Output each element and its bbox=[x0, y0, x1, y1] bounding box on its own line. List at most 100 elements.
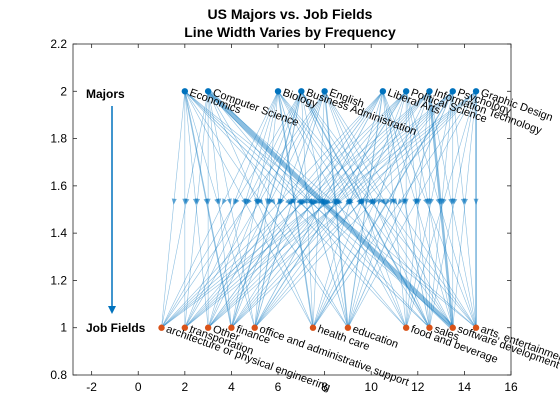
nodes-layer bbox=[158, 88, 480, 331]
edge-line bbox=[324, 91, 454, 328]
edge-arrowhead bbox=[171, 198, 177, 205]
job-node bbox=[181, 324, 189, 331]
x-tick-label: 14 bbox=[458, 380, 472, 394]
edge-arrowhead bbox=[205, 198, 211, 205]
y-tick-label: 1 bbox=[60, 321, 67, 335]
y-tick-label: 1.6 bbox=[50, 179, 67, 193]
edge-line bbox=[405, 91, 430, 328]
edge-arrowhead bbox=[369, 198, 376, 205]
edge-line bbox=[277, 91, 314, 328]
x-tick-label: 0 bbox=[135, 380, 142, 394]
edge-line bbox=[161, 91, 209, 328]
edge-line bbox=[184, 90, 430, 329]
edge-line bbox=[254, 91, 430, 328]
edge-arrowhead bbox=[373, 198, 379, 205]
edge-line bbox=[277, 91, 453, 328]
arrowheads-layer bbox=[171, 198, 479, 205]
edge-arrowhead bbox=[268, 198, 274, 205]
edge-arrowhead bbox=[304, 198, 310, 205]
edge-line bbox=[429, 91, 477, 328]
edge-line bbox=[254, 91, 407, 328]
edge-arrowhead bbox=[316, 198, 322, 205]
edge-line bbox=[161, 91, 477, 328]
edge-line bbox=[452, 91, 477, 328]
edge-line bbox=[254, 91, 453, 328]
chart-title: US Majors vs. Job Fields bbox=[208, 6, 373, 22]
edge-line bbox=[207, 91, 430, 328]
edge-line bbox=[184, 91, 453, 328]
edge-line bbox=[312, 91, 430, 328]
edge-line bbox=[277, 91, 430, 328]
edge-arrowhead bbox=[234, 198, 240, 205]
edge-line bbox=[161, 91, 384, 328]
y-tick-label: 0.8 bbox=[50, 368, 67, 382]
edge-line bbox=[184, 91, 209, 328]
edge-line bbox=[231, 91, 384, 328]
edge-arrowhead bbox=[452, 198, 458, 205]
edge-line bbox=[161, 91, 407, 328]
major-node bbox=[472, 88, 480, 95]
edge-line bbox=[254, 91, 326, 328]
majors-group-label: Majors bbox=[86, 87, 125, 101]
edge-line bbox=[301, 91, 454, 328]
edge-line bbox=[254, 91, 279, 328]
edge-line bbox=[324, 91, 477, 328]
edge-arrowhead bbox=[429, 198, 435, 205]
edge-line bbox=[323, 91, 349, 328]
chart-subtitle: Line Width Varies by Frequency bbox=[184, 24, 396, 40]
major-node bbox=[204, 88, 212, 95]
edge-line bbox=[207, 91, 407, 328]
edge-arrowhead bbox=[381, 198, 387, 205]
edge-line bbox=[184, 91, 453, 328]
major-node bbox=[298, 88, 305, 95]
edge-arrowhead bbox=[325, 199, 332, 205]
x-tick-label: 6 bbox=[275, 380, 282, 394]
edge-arrowhead bbox=[184, 198, 190, 205]
edge-line bbox=[428, 91, 454, 328]
job-node bbox=[309, 324, 317, 331]
edge-line bbox=[301, 91, 407, 328]
edge-line bbox=[382, 91, 477, 328]
edge-line bbox=[347, 91, 407, 328]
y-tick-label: 2.2 bbox=[50, 37, 67, 51]
edge-line bbox=[347, 91, 454, 328]
edge-arrowhead bbox=[402, 198, 408, 205]
edge-line bbox=[231, 91, 430, 328]
edge-arrowhead bbox=[377, 198, 383, 205]
y-tick-label: 1.8 bbox=[50, 132, 67, 146]
edge-line bbox=[312, 91, 325, 328]
major-node bbox=[402, 88, 410, 95]
x-tick-label: 4 bbox=[228, 380, 235, 394]
edge-arrowhead bbox=[414, 198, 420, 205]
edge-line bbox=[184, 91, 430, 328]
edge-arrowhead bbox=[300, 198, 308, 205]
plot-area bbox=[73, 44, 511, 375]
edge-line bbox=[184, 91, 349, 328]
edge-line bbox=[207, 91, 407, 328]
edge-line bbox=[405, 91, 454, 328]
y-tick-label: 1.4 bbox=[50, 226, 67, 240]
edge-arrowhead bbox=[257, 198, 263, 205]
edge-line bbox=[206, 89, 455, 330]
edge-line bbox=[254, 91, 477, 328]
edge-line bbox=[184, 91, 302, 328]
edge-line bbox=[207, 91, 349, 328]
edge-line bbox=[405, 91, 477, 328]
edge-line bbox=[207, 91, 325, 328]
edge-arrowhead bbox=[216, 198, 222, 205]
edge-line bbox=[207, 91, 477, 328]
x-tick-label: 12 bbox=[411, 380, 425, 394]
job-node bbox=[251, 324, 258, 331]
major-node bbox=[321, 88, 328, 95]
edge-line bbox=[312, 91, 384, 328]
edge-line bbox=[161, 91, 279, 328]
edge-line bbox=[324, 91, 430, 328]
edge-arrowhead bbox=[389, 198, 395, 205]
edge-arrowhead bbox=[226, 198, 232, 205]
edge-line bbox=[429, 91, 454, 328]
edge-line bbox=[254, 91, 302, 328]
x-tick-label: 10 bbox=[365, 380, 379, 394]
edge-line bbox=[207, 91, 302, 328]
edge-arrowhead bbox=[336, 199, 343, 205]
